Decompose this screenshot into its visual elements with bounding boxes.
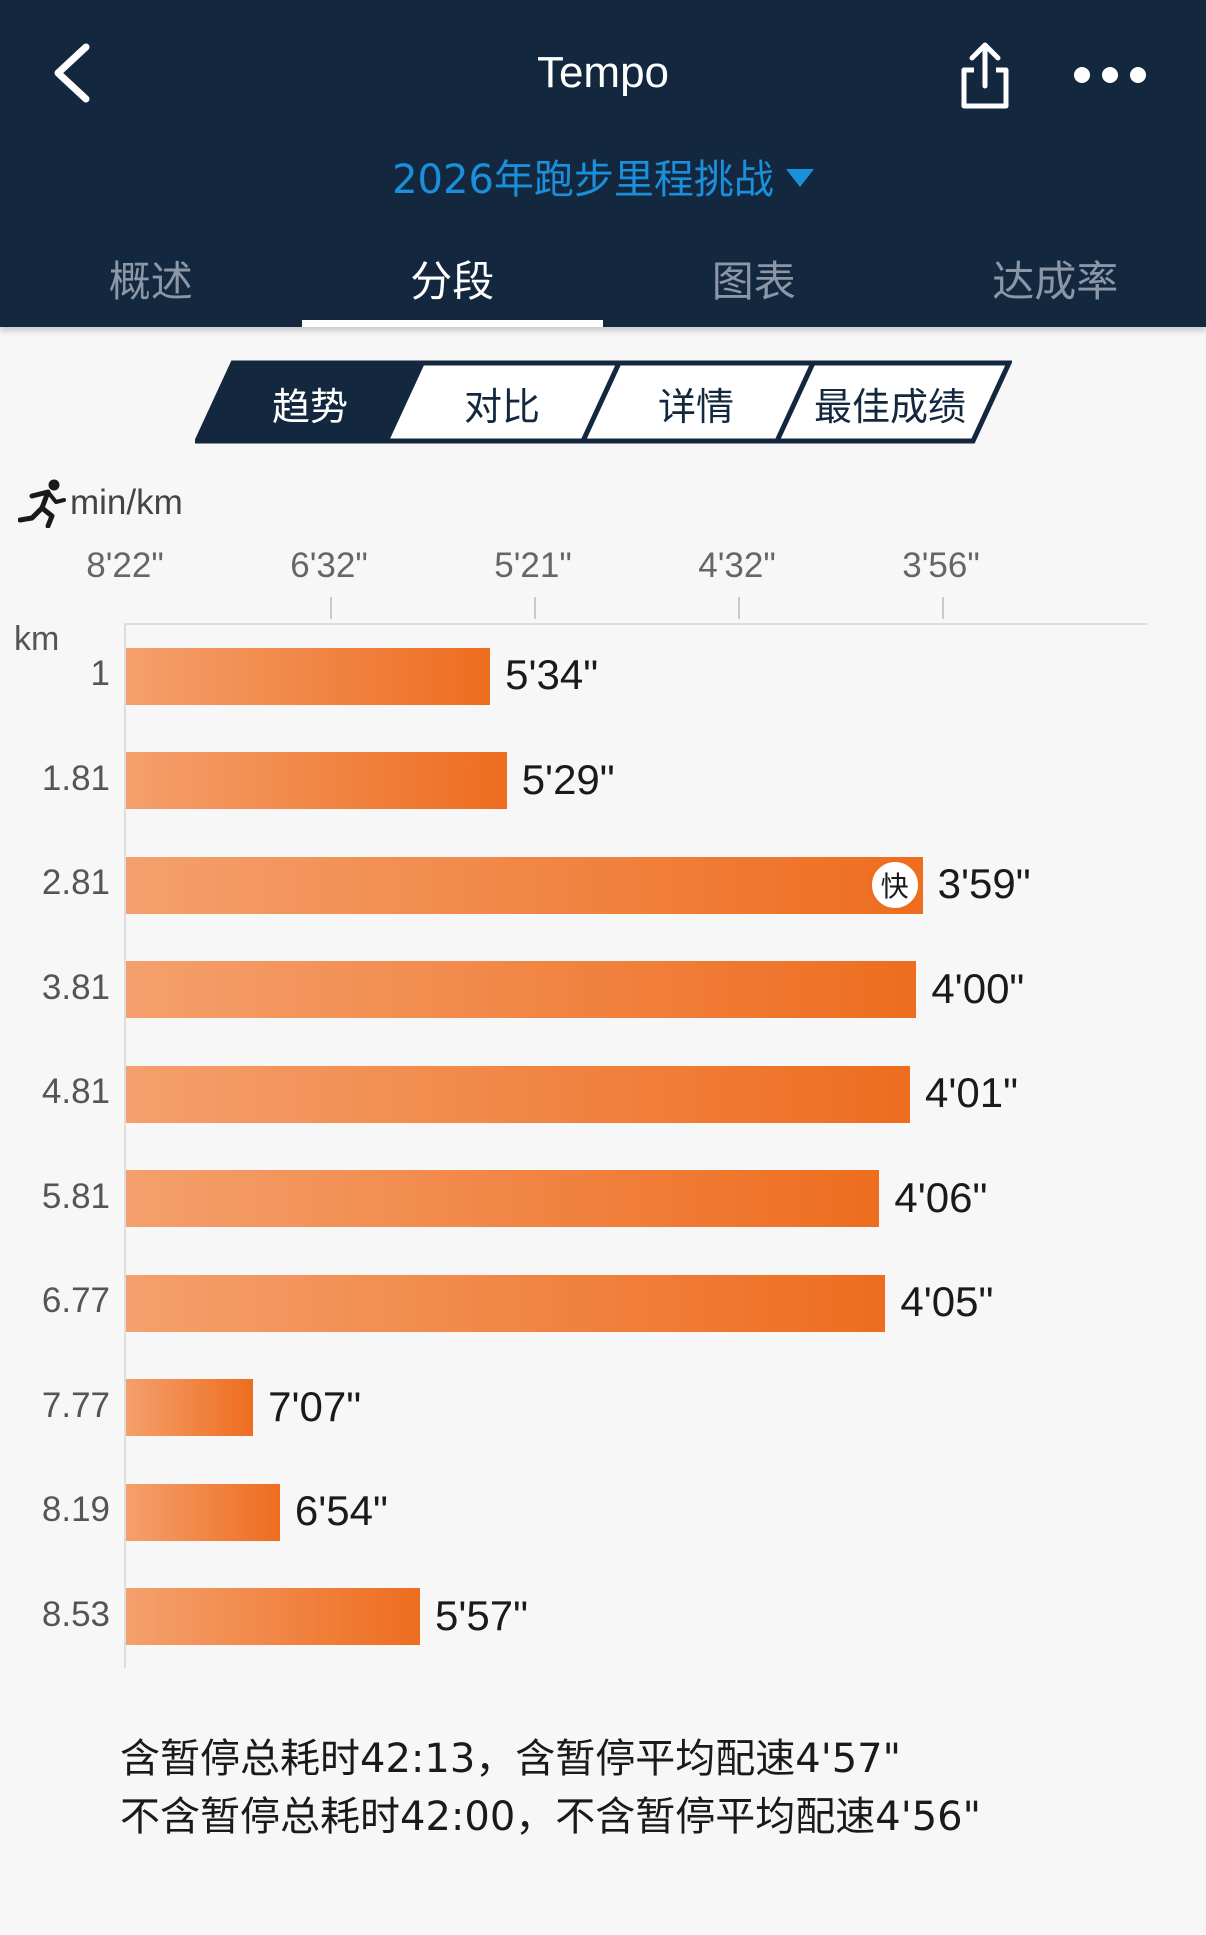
row-km-label: 1.81 [41,758,110,798]
x-tick-label: 8'22" [86,546,164,585]
x-tick-label: 4'32" [698,546,776,585]
more-dots-icon [1074,67,1146,83]
x-tick-mark [330,597,332,619]
split-bar [126,1274,886,1332]
active-tab-indicator [301,320,603,327]
segment-details[interactable]: 详情 [657,385,734,429]
segmented-control: 趋势 对比 详情 最佳成绩 [195,360,1012,444]
runner-icon [18,479,66,528]
split-bar [126,752,507,809]
challenge-label: 2026年跑步里程挑战 [392,157,774,203]
y-axis-line [124,623,126,1668]
split-bar [126,1065,911,1123]
top-header: Tempo 2026年跑步里程挑战 概述 分段 图表 达成率 [0,0,1206,327]
split-pace-value: 7'07" [268,1382,362,1430]
split-pace-value: 5'57" [435,1591,529,1639]
row-km-label: 2.81 [41,863,110,902]
tab-overview[interactable]: 概述 [108,257,193,306]
fastest-badge: 快 [868,859,921,911]
segmented-control-frame [195,360,1012,444]
tab-achievement-rate[interactable]: 达成率 [992,257,1119,306]
tab-charts[interactable]: 图表 [711,257,796,306]
split-bar [126,1483,280,1541]
split-bar [126,1588,421,1645]
page-title: Tempo [536,48,670,97]
summary: 含暂停总耗时42:13，含暂停平均配速4'57" 不含暂停总耗时42:00，不含… [120,1730,981,1846]
split-pace-value: 6'54" [294,1487,388,1534]
split-pace-value: 4'05" [900,1278,994,1325]
x-tick-mark [942,597,944,619]
x-tick-label: 5'21" [494,546,572,585]
row-km-label: 4.81 [41,1072,110,1111]
segment-best[interactable]: 最佳成绩 [813,385,966,429]
summary-without-pause: 不含暂停总耗时42:00，不含暂停平均配速4'56" [120,1794,982,1840]
challenge-selector[interactable]: 2026年跑步里程挑战 [0,147,1206,205]
x-tick-mark [738,597,740,619]
x-tick-label: 6'32" [290,546,368,585]
split-pace-value: 5'34" [505,651,599,698]
row-km-label: 3.81 [41,967,110,1007]
x-axis-line [125,623,1147,625]
split-pace-value: 4'01" [925,1069,1019,1116]
x-tick-label: 3'56" [902,546,980,585]
row-km-label: 1 [90,654,110,693]
split-pace-value: 4'06" [894,1173,988,1221]
row-km-label: 8.53 [41,1594,110,1634]
more-button[interactable] [1065,50,1155,100]
row-km-label: 6.77 [41,1281,110,1320]
split-pace-value: 4'00" [931,964,1025,1012]
tab-splits[interactable]: 分段 [301,235,603,327]
km-axis-header: km [14,620,60,658]
caret-down-icon [785,169,814,187]
split-pace-value: 3'59" [937,860,1031,907]
split-bar [126,856,923,914]
back-button[interactable] [42,38,102,108]
split-bar [126,961,917,1018]
share-icon [961,42,1009,109]
segment-trend[interactable]: 趋势 [271,385,348,429]
row-km-label: 5.81 [41,1176,110,1216]
split-bar [126,647,491,705]
row-km-label: 8.19 [41,1490,110,1529]
row-km-label: 7.77 [41,1385,110,1425]
unit-label: min/km [70,483,183,522]
share-button[interactable] [955,35,1015,115]
segment-compare[interactable]: 对比 [463,385,540,429]
chevron-left-icon [54,43,90,103]
split-bar [126,1379,254,1436]
split-pace-value: 5'29" [521,755,615,803]
x-tick-mark [534,597,536,619]
unit-row: min/km [18,478,183,528]
split-bar [126,1170,880,1227]
main-tabs: 概述 分段 图表 达成率 [0,235,1206,327]
summary-with-pause: 含暂停总耗时42:13，含暂停平均配速4'57" [120,1736,902,1782]
